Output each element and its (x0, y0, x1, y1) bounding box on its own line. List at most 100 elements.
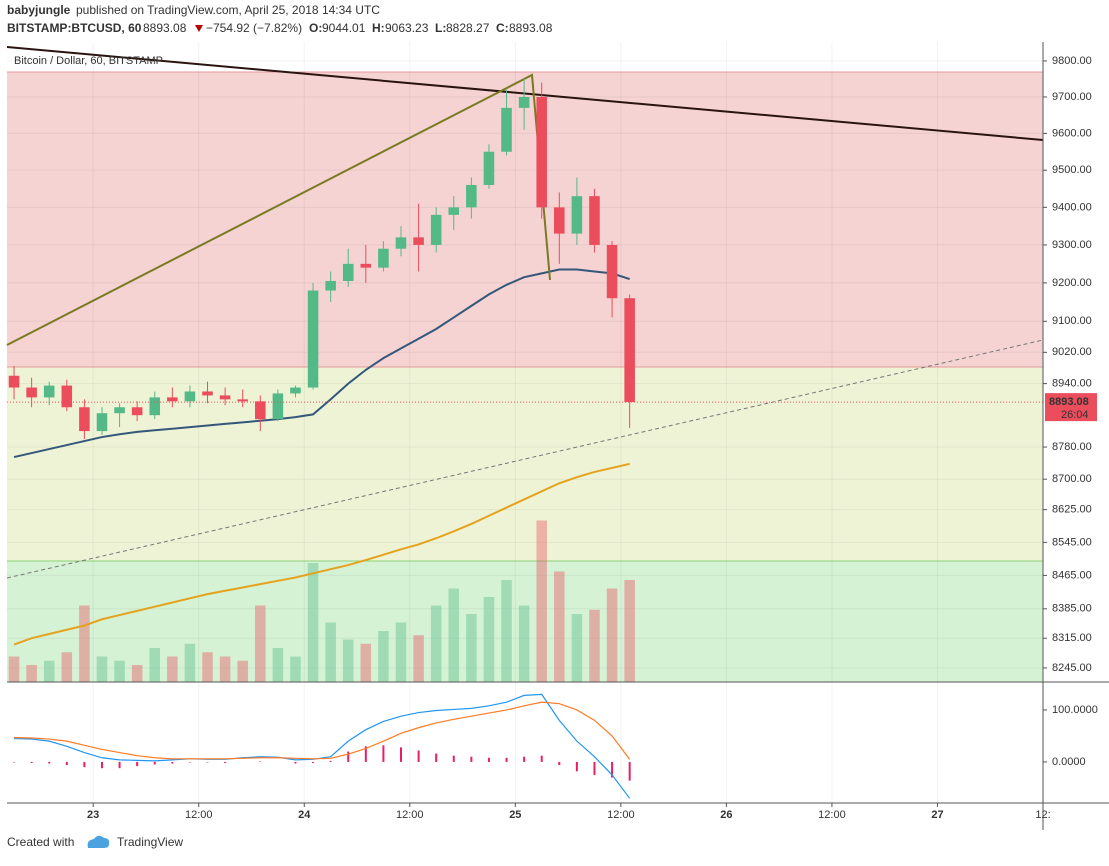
candle-body (571, 196, 583, 234)
y-tick-label: 8780.00 (1052, 441, 1092, 453)
y2-tick-label: 100.0000 (1052, 704, 1098, 716)
volume-bar (518, 605, 530, 682)
y-tick-label: 8465.00 (1052, 569, 1092, 581)
trend-line (6, 46, 1044, 141)
trend-line (6, 73, 551, 346)
volume-bar (554, 571, 565, 682)
x-tick-label: 26 (720, 809, 732, 821)
countdown-label: 26:04 (1061, 409, 1089, 421)
volume-bar (307, 563, 319, 682)
y-tick-label: 8245.00 (1052, 662, 1092, 674)
y-tick-label: 9300.00 (1052, 239, 1092, 251)
logo (87, 835, 110, 848)
grid (7, 42, 1044, 803)
legend: Bitcoin / Dollar, 60, BITSTAMP (14, 55, 163, 67)
candle-body (624, 298, 635, 403)
y-tick-label: 9500.00 (1052, 164, 1092, 176)
volume-bar (26, 665, 37, 682)
candle-body (448, 207, 460, 215)
candle-body (114, 407, 125, 414)
price-tag-label: 8893.08 (1049, 396, 1089, 408)
open-label: O: (309, 21, 322, 35)
moving-average (13, 268, 630, 459)
candle-body (518, 96, 530, 108)
candle-body (360, 263, 372, 268)
volume-bar (448, 588, 460, 682)
volume-bar (606, 588, 618, 682)
published: published on TradingView.com, April 25, … (76, 3, 380, 17)
candle-body (307, 290, 319, 388)
high-label: H: (372, 21, 385, 35)
candle-body (342, 263, 354, 281)
author: babyjungle (7, 3, 71, 17)
candle-body (219, 395, 231, 400)
candle-body (430, 214, 442, 245)
volume-bar (202, 652, 213, 682)
volume-bar (272, 648, 284, 682)
symbol: BITSTAMP:BTCUSD, 60 (7, 21, 142, 35)
volume-bar (184, 643, 196, 682)
candle-body (237, 399, 248, 402)
close: 8893.08 (509, 21, 553, 35)
moving-averages (13, 268, 630, 646)
support-zone (7, 561, 1043, 682)
volume-bar (8, 656, 20, 682)
candle-body (589, 196, 600, 245)
y-tick-label: 8625.00 (1052, 504, 1092, 516)
candle-body (272, 393, 284, 420)
candles (7, 78, 1043, 440)
candle-body (536, 96, 547, 208)
candle-body (96, 413, 108, 432)
resistance-zone (7, 72, 1043, 367)
candle-body (43, 385, 55, 398)
x-tick-label: 12:00 (607, 809, 635, 821)
last: 8893.08 (143, 21, 187, 35)
volume-bar (342, 639, 354, 682)
volume (8, 520, 635, 682)
volume-bar (219, 656, 231, 682)
candle-body (501, 107, 512, 152)
macd-line (14, 701, 631, 760)
macd (13, 693, 631, 799)
candle-body (325, 280, 336, 291)
volume-bar (483, 597, 495, 682)
x-tick-label: 12:00 (818, 809, 846, 821)
volume-bar (96, 656, 108, 682)
x-tick-label: 12:00 (185, 809, 213, 821)
y-tick-label: 9020.00 (1052, 346, 1092, 358)
volume-bar (167, 656, 178, 682)
volume-bar (43, 660, 55, 682)
candle-body (554, 207, 565, 234)
candle-body (290, 387, 301, 394)
candle-body (79, 407, 90, 432)
x-tick-label: 25 (509, 809, 521, 821)
volume-bar (378, 631, 389, 682)
low: 8828.27 (446, 21, 490, 35)
candle-body (606, 244, 618, 299)
low-label: L: (435, 21, 446, 35)
volume-bar (536, 520, 547, 682)
candle-body (378, 248, 389, 268)
macd-line (14, 693, 631, 799)
trend-line (6, 339, 1044, 579)
high: 9063.23 (385, 21, 429, 35)
volume-bar (79, 605, 90, 682)
x-tick-label: 12:00 (396, 809, 424, 821)
y-tick-label: 8700.00 (1052, 473, 1092, 485)
open: 9044.01 (322, 21, 366, 35)
volume-bar (237, 660, 248, 682)
brand[interactable]: TradingView (117, 835, 183, 849)
volume-bar (114, 660, 125, 682)
candle-body (167, 397, 178, 402)
candle-body (466, 184, 477, 208)
volume-bar (61, 652, 73, 682)
volume-bar (149, 648, 161, 682)
created-with: Created with (7, 835, 74, 849)
candle-body (8, 375, 20, 388)
y-tick-label: 9400.00 (1052, 201, 1092, 213)
y-tick-label: 8315.00 (1052, 632, 1092, 644)
x-tick-label: 24 (298, 809, 311, 821)
y-tick-label: 8385.00 (1052, 603, 1092, 615)
volume-bar (430, 605, 442, 682)
